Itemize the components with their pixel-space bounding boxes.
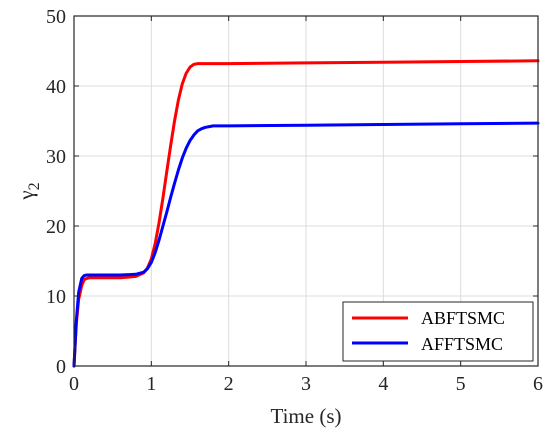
x-tick-label: 4 [378, 373, 388, 395]
legend-box [342, 301, 534, 362]
y-tick-label: 20 [46, 216, 66, 238]
series-lines [72, 59, 540, 368]
y-tick-label: 50 [46, 6, 66, 28]
legend-label-afftsmc: AFFTSMC [421, 334, 503, 354]
y-tick-label: 10 [46, 286, 66, 308]
y-tick-label: 40 [46, 76, 66, 98]
y-tick-label: 30 [46, 146, 66, 168]
legend-label-abftsmc: ABFTSMC [421, 308, 505, 328]
y-axis-label-subscript: 2 [26, 182, 43, 190]
x-tick-label: 5 [456, 373, 466, 395]
y-axis-label: γ2 [14, 182, 43, 200]
legend: ABFTSMC AFFTSMC [342, 301, 534, 362]
x-axis-label: Time (s) [271, 404, 342, 428]
x-tick-label: 6 [533, 373, 543, 395]
x-tick-label: 2 [224, 373, 234, 395]
y-tick-label: 0 [56, 356, 66, 378]
grid-lines [74, 16, 538, 366]
axis-ticks: 0 1 2 3 4 5 6 0 10 20 30 40 50 [46, 6, 543, 395]
y-axis-label-symbol: γ [14, 190, 38, 200]
x-tick-label: 3 [301, 373, 311, 395]
series-line-afftsmc [72, 121, 540, 368]
x-tick-label: 0 [69, 373, 79, 395]
x-tick-label: 1 [146, 373, 156, 395]
series-line-abftsmc [72, 59, 540, 368]
